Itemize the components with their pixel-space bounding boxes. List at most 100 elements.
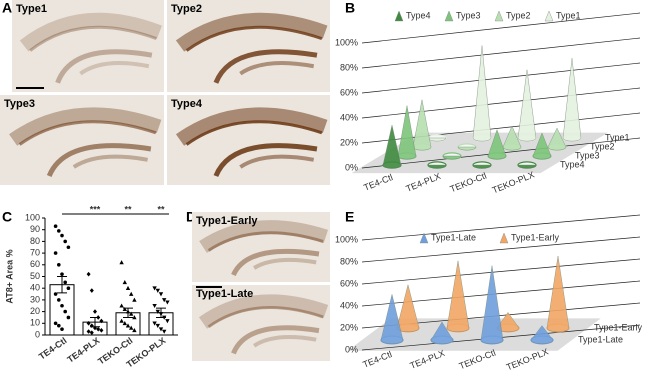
tissue-band <box>198 294 329 329</box>
depth-label: Type1-Early <box>594 322 643 332</box>
data-point <box>60 303 64 308</box>
data-point <box>155 309 160 314</box>
legend-label: Type4 <box>406 10 431 20</box>
grid-line <box>361 62 641 94</box>
legend-swatch <box>499 232 509 244</box>
cone <box>457 146 477 151</box>
data-point <box>162 329 167 334</box>
data-point <box>132 328 137 333</box>
legend-swatch <box>419 232 429 244</box>
y-tick-label: 0% <box>345 162 358 172</box>
cone <box>382 125 402 169</box>
cone <box>480 265 504 345</box>
legend-swatch <box>444 10 454 22</box>
data-point <box>165 319 170 324</box>
cone <box>517 69 537 142</box>
tissue-band <box>79 60 150 76</box>
y-tick-label: 40% <box>340 112 358 122</box>
data-point <box>122 321 127 326</box>
y-tick-label: 60% <box>340 278 358 288</box>
data-point <box>99 318 104 324</box>
data-point <box>125 309 131 314</box>
y-tick-label: 20 <box>30 306 40 316</box>
y-tick-label: 60% <box>340 87 358 97</box>
data-point <box>60 233 64 238</box>
y-tick-label: 10 <box>30 318 40 328</box>
data-point <box>60 327 64 331</box>
tissue-band <box>231 248 320 277</box>
cone <box>430 321 454 345</box>
data-point <box>57 323 61 328</box>
error-bar <box>57 276 67 294</box>
data-point <box>158 292 164 297</box>
panel-letter: D <box>186 209 196 225</box>
tissue-band <box>175 12 328 52</box>
grid-line <box>361 12 641 44</box>
tissue-band <box>19 12 162 52</box>
cone <box>532 132 552 160</box>
depth-label: Type4 <box>560 159 585 169</box>
data-point <box>53 251 58 255</box>
cone <box>502 125 522 151</box>
data-point <box>57 229 61 233</box>
image-label: Type3 <box>4 98 35 110</box>
tissue-band <box>231 325 320 355</box>
data-point <box>89 323 94 328</box>
data-point <box>89 288 94 293</box>
cone <box>446 260 470 333</box>
data-point <box>162 298 167 303</box>
data-point <box>132 315 137 320</box>
tissue-band <box>72 154 148 169</box>
y-tick-label: 20% <box>340 137 358 147</box>
panel-letter: E <box>345 209 354 225</box>
legend-label: Type1-Early <box>511 232 560 242</box>
y-tick-label: 100% <box>335 234 358 244</box>
data-point <box>99 328 104 333</box>
grid-line <box>361 37 641 69</box>
cone <box>562 58 582 142</box>
data-point <box>53 321 58 326</box>
legend-swatch <box>544 10 554 22</box>
y-tick-label: 0 <box>35 329 40 339</box>
data-point <box>122 306 127 312</box>
legend-label: Type1 <box>556 10 581 20</box>
data-point <box>129 311 134 316</box>
y-tick-label: 100% <box>335 37 358 47</box>
data-point <box>66 286 71 291</box>
cone <box>487 129 507 160</box>
data-point <box>125 323 131 328</box>
significance-label: *** <box>90 204 101 214</box>
grid-line <box>361 236 641 263</box>
tissue-band <box>9 107 162 146</box>
cone <box>427 164 447 169</box>
depth-label: Type2 <box>590 141 615 151</box>
tissue-band <box>213 49 318 84</box>
data-point <box>53 292 58 296</box>
data-point <box>86 329 91 334</box>
y-tick-label: 60 <box>30 259 40 269</box>
legend-label: Type2 <box>506 10 531 20</box>
data-point <box>119 260 124 265</box>
y-tick-label: 20% <box>340 322 358 332</box>
y-axis-title: AT8+ Area % <box>4 249 14 303</box>
y-tick-label: 80% <box>340 256 358 266</box>
data-point <box>57 263 61 267</box>
y-tick-label: 100 <box>25 212 40 222</box>
depth-label: Type1-Late <box>578 334 623 344</box>
tissue-band <box>46 143 152 178</box>
legend-swatch <box>494 10 504 22</box>
data-point <box>93 325 97 331</box>
legend-swatch <box>394 10 404 22</box>
data-point <box>119 318 124 323</box>
data-point <box>162 315 167 320</box>
y-tick-label: 70 <box>30 247 40 257</box>
data-point <box>132 297 137 302</box>
significance-label: ** <box>124 204 132 214</box>
panel-letter: B <box>345 0 355 16</box>
tissue-band <box>55 49 153 84</box>
y-tick-label: 40 <box>30 283 40 293</box>
data-point <box>66 245 71 250</box>
data-point <box>158 327 164 332</box>
significance-label: ** <box>157 204 165 214</box>
